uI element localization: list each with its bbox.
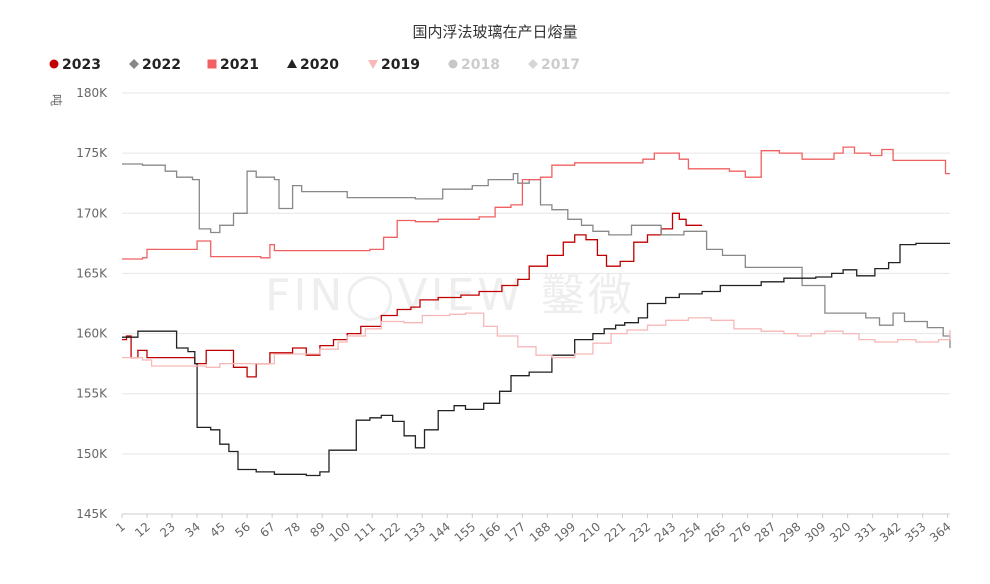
legend-label: 2022 [142,57,181,73]
series-line-2019 [122,312,951,368]
x-tick-label: 23 [157,520,178,541]
legend-label: 2020 [300,57,339,73]
x-tick-label: 364 [927,520,954,545]
x-tick-label: 166 [477,520,504,545]
legend-label: 2018 [461,57,500,73]
plot-lines [122,146,951,477]
legend-marker [207,59,217,69]
x-tick-label: 254 [677,520,704,545]
x-tick-label: 331 [852,520,879,545]
x-tick-label: 45 [207,520,228,541]
legend-label: 2019 [381,57,420,73]
y-axis: 180K 175K 170K 165K 160K 155K 150K 145K [76,86,108,521]
y-tick-label: 155K [76,387,108,401]
x-tick-label: 1 [113,520,128,536]
y-gridlines [122,92,950,515]
legend-item-2017[interactable]: 2017 [528,57,580,73]
x-tick-label: 100 [327,520,354,545]
y-tick-label: 160K [76,327,108,341]
x-tick-label: 309 [802,520,829,545]
series-line-2021 [122,146,950,260]
x-tick-label: 177 [502,520,529,545]
x-tick-label: 199 [552,520,579,545]
x-tick-label: 210 [577,520,604,545]
legend: 2023 2022 2021 2020 2019 2018 2017 [49,57,580,73]
x-tick-label: 298 [777,520,804,545]
legend-marker [129,59,139,69]
chart-title: 国内浮法玻璃在产日熔量 [412,23,577,41]
x-tick-label: 320 [827,520,854,545]
legend-marker [49,59,59,69]
x-tick-label: 89 [307,520,328,541]
y-tick-label: 145K [76,507,108,521]
watermark: FIN◯VIEW 鑿微 [265,270,635,321]
x-tick-label: 243 [652,520,679,545]
y-axis-unit-label: 吨 [49,94,63,106]
x-tick-label: 56 [232,520,253,541]
x-tick-label: 265 [702,520,729,545]
y-tick-label: 150K [76,447,108,461]
y-tick-label: 180K [76,86,108,100]
legend-item-2021[interactable]: 2021 [207,57,259,73]
legend-item-2018[interactable]: 2018 [448,57,500,73]
x-axis: 1 12 23 34 45 56 67 78 8910011112213314415516617… [113,514,954,545]
legend-label: 2023 [62,57,101,73]
legend-marker [368,60,378,69]
x-tick-label: 276 [727,520,754,545]
x-tick-label: 133 [402,520,429,545]
x-tick-label: 353 [902,520,929,545]
x-tick-label: 144 [427,520,454,545]
x-tick-label: 12 [132,520,153,541]
y-tick-label: 165K [76,266,108,280]
legend-marker [287,59,297,68]
x-tick-label: 188 [527,520,554,545]
legend-marker [448,59,458,69]
x-tick-label: 342 [877,520,904,545]
y-tick-label: 170K [76,206,108,220]
legend-label: 2021 [220,57,259,73]
legend-item-2023[interactable]: 2023 [49,57,101,73]
x-tick-label: 122 [377,520,404,545]
legend-marker [528,59,538,69]
y-tick-label: 175K [76,146,108,160]
x-tick-label: 111 [352,520,379,545]
x-tick-label: 34 [182,520,203,541]
x-tick-label: 155 [452,520,479,545]
legend-label: 2017 [541,57,580,73]
legend-item-2019[interactable]: 2019 [368,57,420,73]
legend-item-2020[interactable]: 2020 [287,57,339,73]
legend-item-2022[interactable]: 2022 [129,57,181,73]
series-line-2023 [122,212,703,378]
series-line-2020 [122,242,950,477]
x-tick-label: 287 [752,520,779,545]
x-tick-label: 232 [627,520,654,545]
x-tick-label: 67 [257,520,278,541]
x-tick-label: 78 [282,520,303,541]
x-tick-label: 221 [602,520,629,545]
